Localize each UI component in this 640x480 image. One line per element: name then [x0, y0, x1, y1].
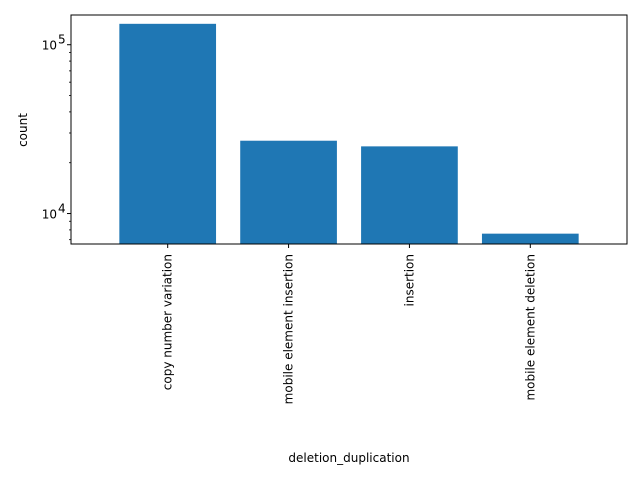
- bar-mobile-element-deletion: [481, 233, 579, 244]
- x-tick-label: mobile element insertion: [282, 254, 296, 404]
- bars-group: [119, 23, 579, 244]
- y-tick-label: 10: [42, 39, 57, 53]
- bar-mobile-element-insertion: [240, 140, 337, 244]
- y-tick-label: 10: [42, 208, 57, 222]
- x-tick-label: mobile element deletion: [523, 254, 537, 401]
- y-axis-label: count: [16, 113, 30, 147]
- x-tick-label: copy number variation: [161, 254, 175, 390]
- x-tick-label: insertion: [402, 254, 416, 307]
- plot-frame: [70, 14, 628, 245]
- y-tick-exponent: 4: [58, 202, 66, 216]
- x-axis-label: deletion_duplication: [288, 451, 409, 465]
- x-axis: copy number variation mobile element inse…: [161, 244, 537, 404]
- y-tick-exponent: 5: [58, 33, 66, 47]
- bar-insertion: [361, 146, 458, 244]
- bar-copy-number-variation: [119, 23, 217, 244]
